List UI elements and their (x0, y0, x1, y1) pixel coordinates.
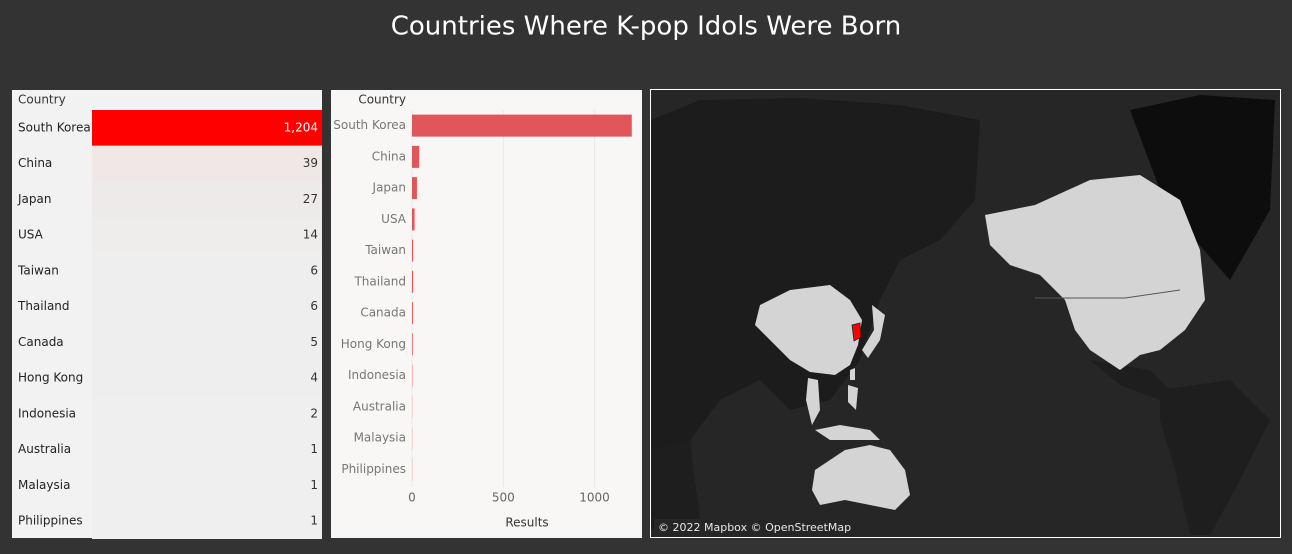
highlight-cell (92, 325, 322, 361)
row-label: Thailand (17, 299, 70, 313)
x-axis-title: Results (505, 516, 548, 530)
row-label: Canada (18, 335, 64, 349)
bar (412, 177, 417, 199)
row-label: Philippines (18, 514, 83, 528)
land-taiwan (850, 368, 855, 380)
cell-value: 1 (310, 442, 318, 456)
y-tick-label: USA (381, 212, 407, 226)
highlight-cell (92, 146, 322, 182)
highlight-cell (92, 432, 322, 468)
y-axis-title: Country (358, 93, 406, 107)
cell-value: 1 (310, 514, 318, 528)
y-tick-label: South Korea (333, 118, 406, 132)
highlight-cell (92, 396, 322, 432)
x-tick-label: 500 (492, 491, 515, 505)
y-tick-label: Hong Kong (341, 337, 406, 351)
cell-value: 6 (310, 299, 318, 313)
cell-value: 5 (310, 335, 318, 349)
map-panel (651, 90, 1281, 538)
cell-value: 1,204 (284, 120, 318, 134)
bar (412, 146, 419, 168)
cell-value: 27 (303, 192, 318, 206)
map-attribution: © 2022 Mapbox © OpenStreetMap (658, 521, 851, 534)
highlight-cell (92, 289, 322, 325)
highlight-cell (92, 217, 322, 253)
x-tick-label: 1000 (579, 491, 610, 505)
y-tick-label: Thailand (353, 274, 406, 288)
row-label: USA (18, 228, 44, 242)
cell-value: 2 (310, 406, 318, 420)
bar (412, 115, 632, 137)
row-label: South Korea (18, 120, 91, 134)
x-tick-label: 0 (408, 491, 416, 505)
y-tick-label: Japan (372, 181, 406, 195)
dashboard-title: Countries Where K-pop Idols Were Born (391, 12, 902, 42)
highlight-cell (92, 360, 322, 396)
highlight-cell (92, 253, 322, 289)
y-tick-label: Taiwan (364, 243, 406, 257)
row-label: China (18, 156, 52, 170)
row-label: Australia (18, 442, 71, 456)
row-label: Taiwan (17, 263, 59, 277)
row-label: Japan (17, 192, 51, 206)
cell-value: 4 (310, 371, 318, 385)
cell-value: 14 (303, 228, 318, 242)
column-header: Country (18, 93, 66, 107)
bar (412, 302, 413, 324)
y-tick-label: Indonesia (348, 368, 406, 382)
highlight-cell (92, 182, 322, 218)
bar (412, 271, 413, 293)
cell-value: 6 (310, 263, 318, 277)
row-label: Malaysia (18, 478, 70, 492)
y-tick-label: Australia (353, 399, 406, 413)
highlight-cell (92, 503, 322, 539)
y-tick-label: China (372, 149, 406, 163)
y-tick-label: Malaysia (354, 431, 406, 445)
bar (412, 333, 413, 355)
y-tick-label: Canada (360, 306, 406, 320)
row-label: Indonesia (18, 406, 76, 420)
row-label: Hong Kong (18, 371, 83, 385)
bar (412, 240, 413, 262)
cell-value: 39 (303, 156, 318, 170)
y-tick-label: Philippines (341, 462, 406, 476)
cell-value: 1 (310, 478, 318, 492)
highlight-cell (92, 468, 322, 504)
bar (412, 208, 415, 230)
